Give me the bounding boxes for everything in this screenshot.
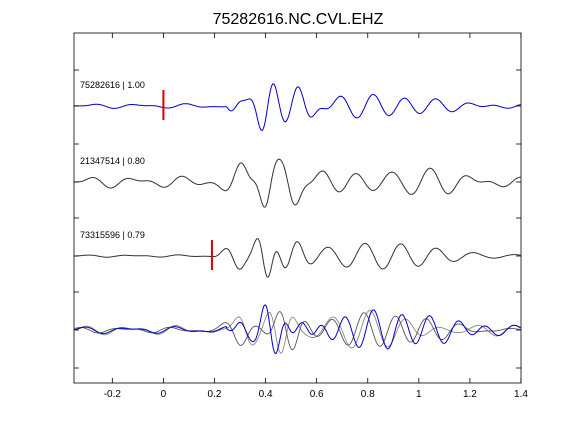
x-tick-label: 1.4 [514, 389, 528, 400]
trace-label-1: 75282616 | 1.00 [80, 80, 145, 90]
trace-label-3: 73315596 | 0.79 [80, 230, 145, 240]
overlay-trace-2 [73, 311, 521, 351]
pick-markers [162, 90, 213, 270]
x-tick-label: 0 [161, 389, 167, 400]
x-tick-label: 0.4 [259, 389, 273, 400]
axis-ticks: -0.2 0 0.2 0.4 0.6 0.8 1 1.2 1.4 [74, 33, 528, 400]
trace-2 [74, 158, 521, 208]
x-tick-label: 1.2 [463, 389, 477, 400]
x-tick-label: 0.6 [310, 389, 324, 400]
trace-label-2: 21347514 | 0.80 [80, 156, 145, 166]
trace-3 [74, 238, 521, 278]
trace-1 [73, 83, 521, 132]
underlay-traces [73, 310, 521, 354]
x-tick-label: -0.2 [104, 389, 122, 400]
x-tick-label: 0.2 [208, 389, 222, 400]
trace-4 [73, 304, 521, 355]
axes-frame [73, 32, 522, 384]
overlay-trace-1 [73, 310, 521, 354]
x-tick-label: 1 [416, 389, 422, 400]
traces [73, 83, 521, 355]
trace-labels: 75282616 | 1.00 21347514 | 0.80 73315596 |… [80, 80, 145, 240]
x-tick-label: 0.8 [361, 389, 375, 400]
chart-title: 75282616.NC.CVL.EHZ [213, 11, 384, 28]
